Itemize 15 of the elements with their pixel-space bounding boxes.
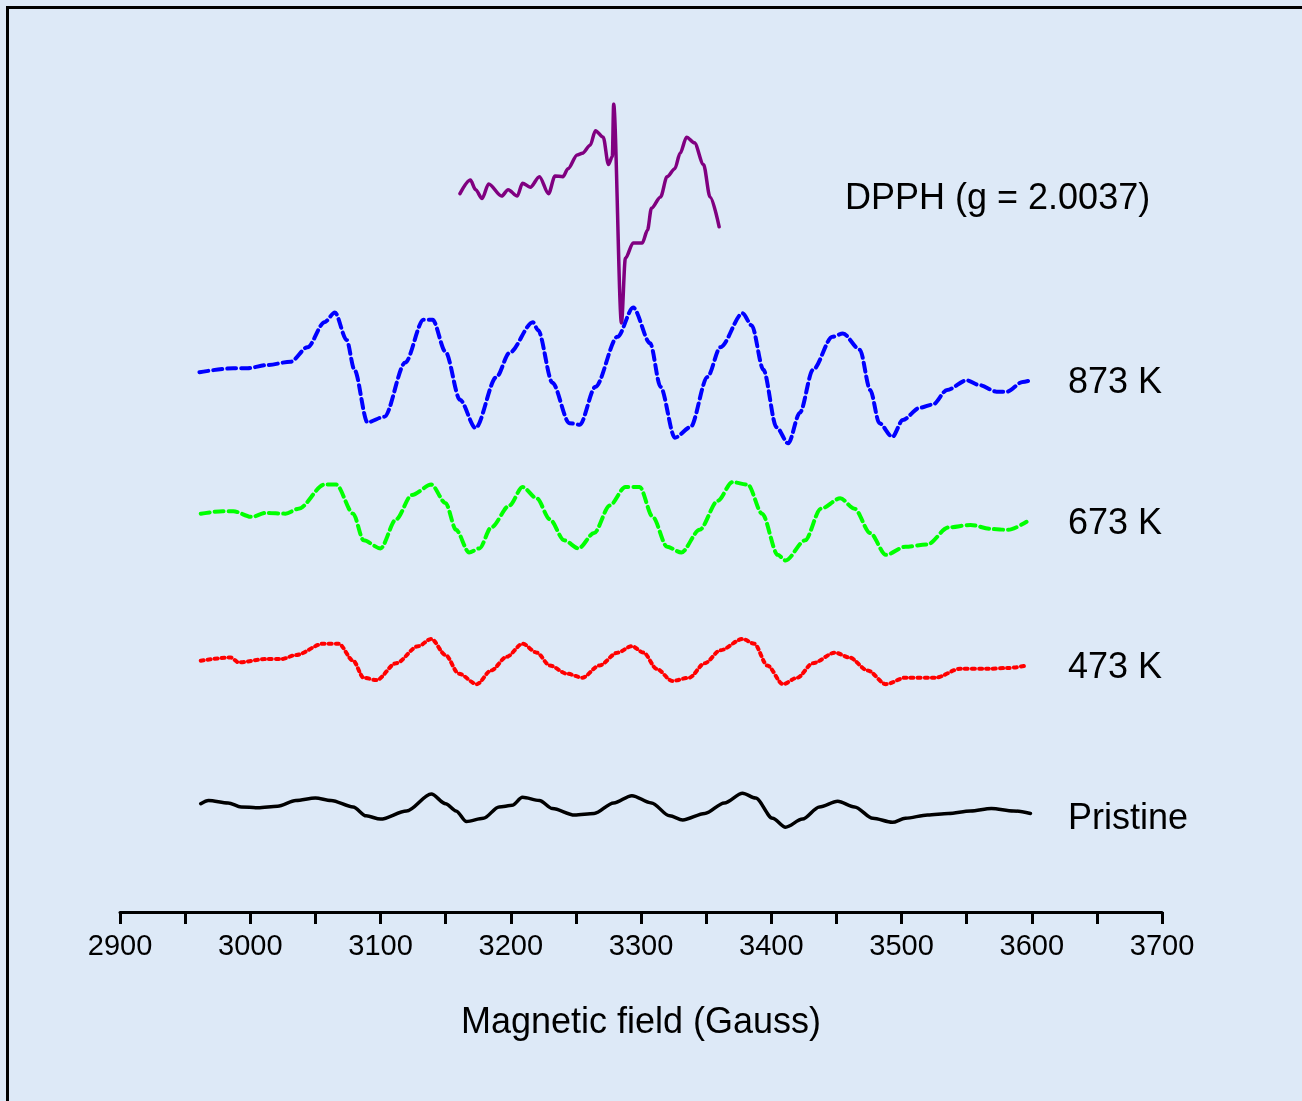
x-tick-label: 3200 (478, 928, 544, 961)
x-tick-label: 3000 (217, 928, 283, 961)
x-tick-label: 3400 (738, 928, 804, 961)
x-tick-label: 3300 (608, 928, 674, 961)
x-tick-label: 2900 (87, 928, 153, 961)
series-label: 673 K (1068, 501, 1163, 543)
series-label: Pristine (1068, 795, 1189, 837)
series-label: 473 K (1068, 645, 1163, 687)
x-tick-label: 3100 (348, 928, 413, 961)
text: DPPH (g = 2.0037) (845, 175, 1151, 217)
series-label: 873 K (1068, 359, 1163, 401)
x-tick-label: 3700 (1129, 928, 1195, 961)
x-axis-title: Magnetic field (Gauss) (460, 999, 822, 1041)
x-tick-label: 3500 (869, 928, 934, 961)
x-tick-label: 3600 (999, 928, 1065, 961)
